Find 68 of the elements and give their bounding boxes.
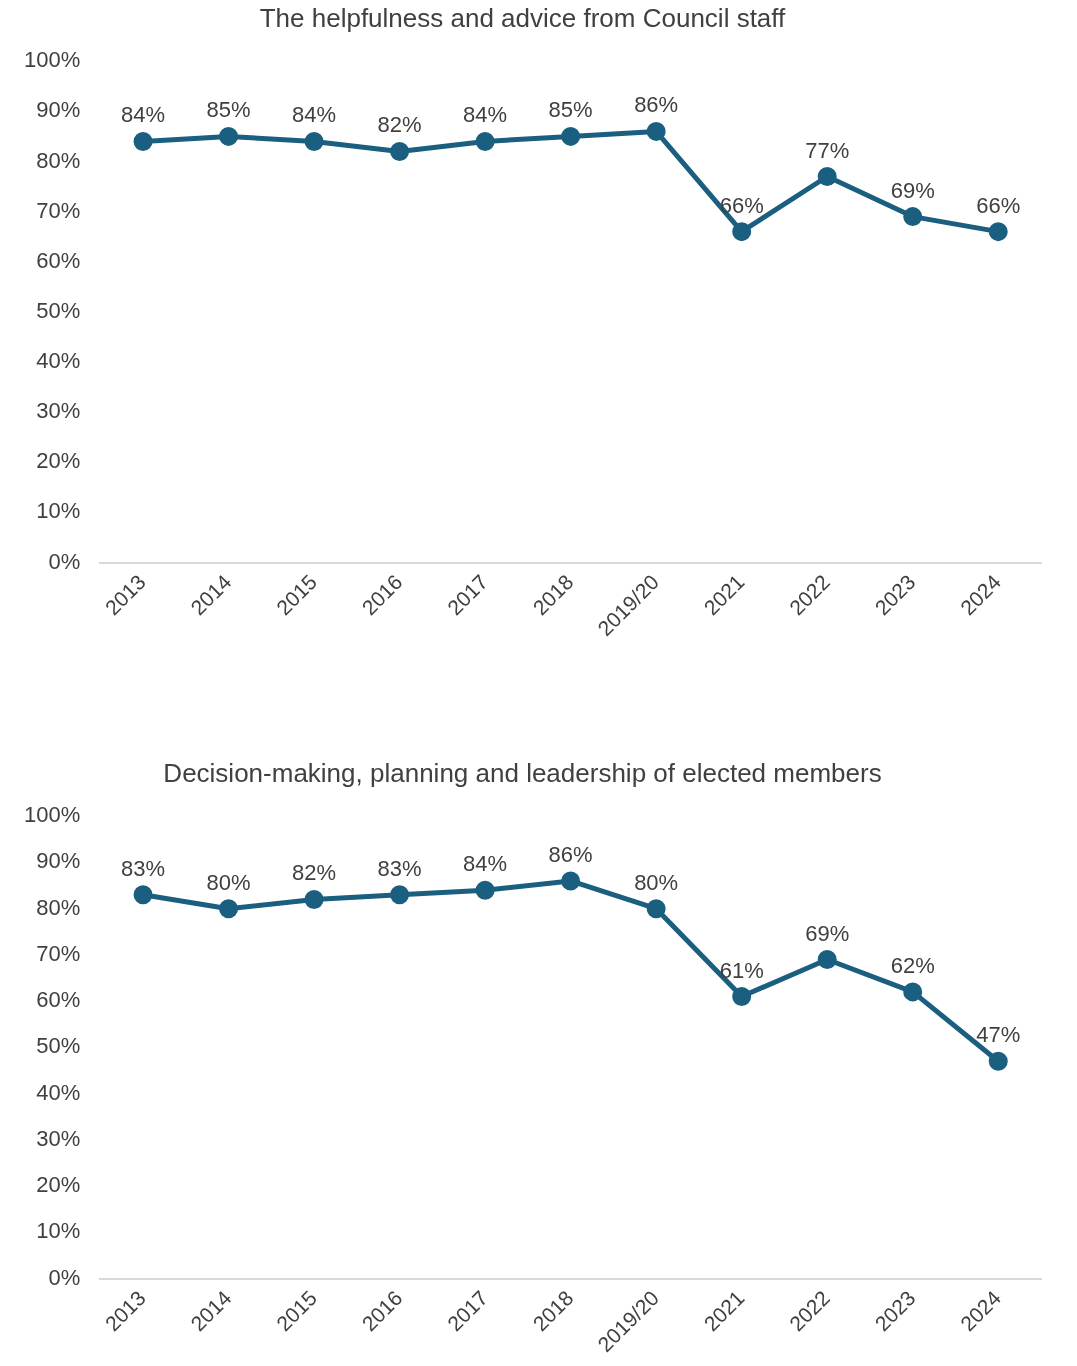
y-tick-label: 30% (36, 398, 81, 424)
data-label: 84% (463, 102, 508, 128)
y-tick-label: 30% (36, 1125, 81, 1151)
data-label: 66% (719, 192, 764, 218)
point (219, 899, 239, 919)
y-tick-label: 10% (36, 498, 81, 524)
point (817, 167, 837, 186)
y-tick-label: 60% (36, 247, 81, 273)
data-label: 77% (805, 137, 850, 163)
data-label: 82% (292, 860, 337, 886)
point (390, 885, 410, 905)
y-tick-label: 80% (36, 894, 81, 920)
y-tick-label: 40% (36, 348, 81, 374)
point (390, 141, 410, 161)
data-label: 80% (206, 869, 251, 895)
y-tick-label: 10% (36, 1218, 81, 1244)
data-label: 62% (890, 952, 935, 978)
y-tick-label: 90% (36, 848, 81, 874)
point (561, 871, 581, 891)
data-label: 84% (121, 102, 166, 128)
y-tick-label: 50% (36, 1033, 81, 1059)
data-label: 83% (377, 855, 422, 881)
point (732, 222, 752, 242)
point (646, 899, 666, 919)
data-label: 85% (548, 97, 593, 123)
point (988, 1051, 1008, 1071)
data-label: 86% (634, 92, 679, 118)
y-tick-label: 40% (36, 1079, 81, 1105)
y-tick-label: 20% (36, 1172, 81, 1198)
data-label: 47% (976, 1022, 1021, 1048)
y-tick-label: 70% (36, 940, 81, 966)
y-tick-label: 70% (36, 197, 81, 223)
chart-title: Decision-making, planning and leadership of elected members (163, 757, 882, 788)
y-tick-label: 90% (36, 97, 81, 123)
point (817, 950, 837, 970)
point (561, 126, 581, 146)
data-label: 61% (719, 957, 764, 983)
y-tick-label: 100% (23, 802, 81, 828)
point (988, 222, 1008, 242)
point (219, 126, 239, 146)
y-tick-label: 80% (36, 147, 81, 173)
point (475, 880, 495, 900)
y-tick-label: 100% (23, 47, 81, 73)
y-tick-label: 50% (36, 297, 81, 323)
point (133, 885, 153, 905)
point (304, 889, 324, 909)
data-label: 80% (634, 869, 679, 895)
data-label: 85% (206, 97, 251, 123)
point (304, 131, 324, 151)
y-tick-label: 20% (36, 448, 81, 474)
y-tick-label: 0% (48, 1264, 81, 1290)
data-label: 66% (976, 192, 1021, 218)
data-label: 82% (377, 112, 422, 138)
data-label: 84% (463, 851, 508, 877)
point (133, 131, 153, 151)
data-label: 86% (548, 841, 593, 867)
point (732, 987, 752, 1006)
chart-title: The helpfulness and advice from Council staff (259, 2, 787, 33)
y-tick-label: 60% (36, 987, 81, 1013)
data-label: 83% (121, 855, 166, 881)
data-label: 84% (292, 102, 337, 128)
point (903, 207, 923, 227)
y-tick-label: 0% (48, 548, 81, 574)
data-label: 69% (805, 920, 850, 946)
data-label: 69% (890, 177, 935, 203)
point (903, 982, 923, 1002)
point (475, 131, 495, 151)
point (646, 121, 666, 141)
